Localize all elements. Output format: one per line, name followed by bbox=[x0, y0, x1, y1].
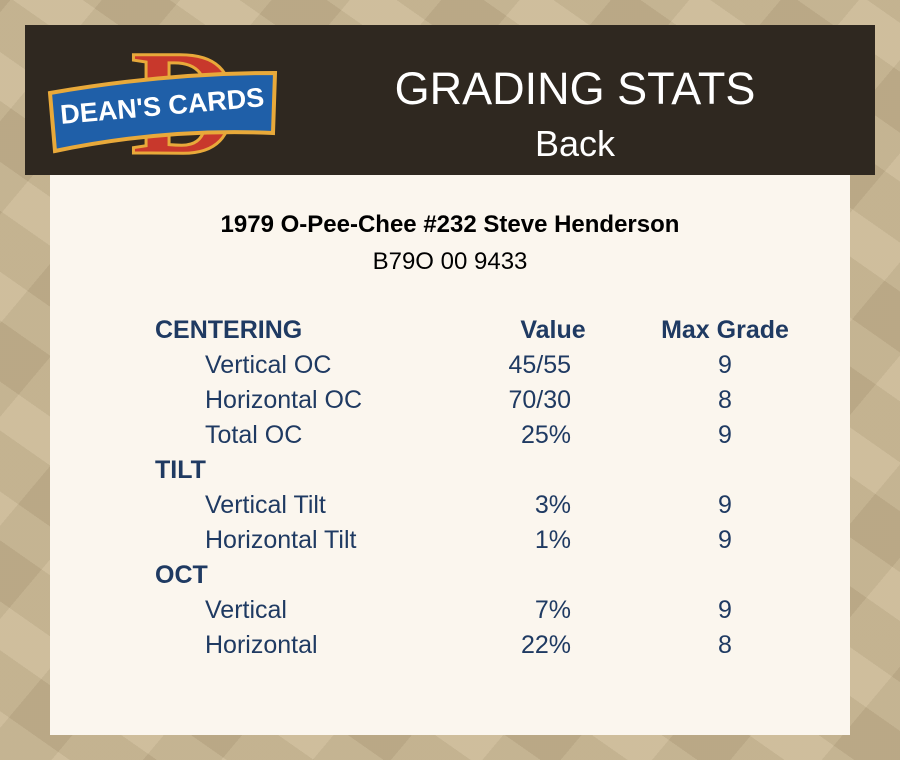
page-subtitle: Back bbox=[534, 123, 616, 164]
row-label: Vertical bbox=[205, 596, 287, 624]
row-max-grade: 9 bbox=[718, 351, 732, 379]
logo-banner bbox=[47, 70, 278, 154]
section-header: TILT bbox=[155, 456, 206, 484]
logo: D DEAN'S CARDS bbox=[47, 33, 278, 173]
header-bar: D DEAN'S CARDS GRADING STATS Back bbox=[25, 25, 875, 175]
row-max-grade: 9 bbox=[718, 596, 732, 624]
row-value: 1% bbox=[534, 526, 571, 554]
card-code: B79O 00 9433 bbox=[372, 248, 528, 275]
row-value: 22% bbox=[520, 631, 571, 659]
row-value: 3% bbox=[534, 491, 571, 519]
row-max-grade: 9 bbox=[718, 421, 732, 449]
row-label: Horizontal Tilt bbox=[205, 526, 357, 554]
page-title: GRADING STATS bbox=[394, 63, 756, 114]
row-label: Total OC bbox=[205, 421, 303, 449]
column-header: Max Grade bbox=[661, 316, 789, 344]
row-max-grade: 9 bbox=[718, 526, 732, 554]
row-label: Horizontal OC bbox=[205, 386, 362, 414]
row-value: 7% bbox=[534, 596, 571, 624]
card-title: 1979 O-Pee-Chee #232 Steve Henderson bbox=[220, 211, 680, 238]
section-header: OCT bbox=[155, 561, 208, 589]
row-label: Vertical Tilt bbox=[205, 491, 326, 519]
row-value: 45/55 bbox=[508, 351, 571, 379]
row-max-grade: 9 bbox=[718, 491, 732, 519]
row-max-grade: 8 bbox=[718, 386, 732, 414]
content-panel bbox=[50, 170, 850, 735]
row-label: Horizontal bbox=[205, 631, 318, 659]
row-value: 70/30 bbox=[508, 386, 571, 414]
row-value: 25% bbox=[520, 421, 571, 449]
section-header: CENTERING bbox=[155, 316, 303, 344]
row-label: Vertical OC bbox=[205, 351, 332, 379]
row-max-grade: 8 bbox=[718, 631, 732, 659]
column-header: Value bbox=[520, 316, 586, 344]
